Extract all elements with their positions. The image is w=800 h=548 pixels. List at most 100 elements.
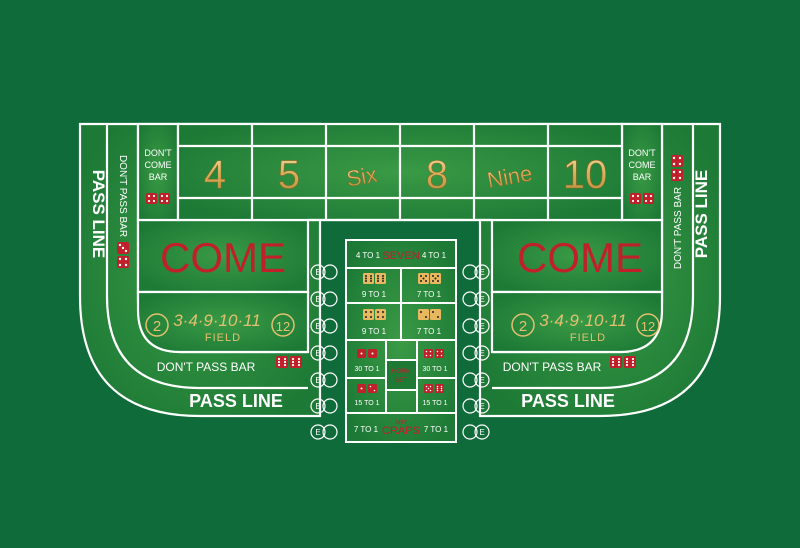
svg-text:9 TO 1: 9 TO 1: [362, 290, 387, 299]
left-dont-pass-bar-dice-icon: [276, 356, 302, 368]
svg-text:12: 12: [276, 319, 290, 334]
seven-bet[interactable]: 4 TO 1 SEVEN 4 TO 1: [356, 250, 447, 262]
ce-bets-left[interactable]: [310, 264, 338, 440]
left-dont-pass-bar-label: DON'T PASS BAR: [157, 360, 256, 374]
svg-text:7 TO 1: 7 TO 1: [424, 425, 449, 434]
any-craps-bet[interactable]: 7 TO 1 ANY CRAPS 7 TO 1: [354, 420, 449, 437]
svg-text:E: E: [315, 322, 320, 331]
hard-4-dice-icon: [418, 309, 441, 320]
left-come-label: COME: [160, 234, 286, 281]
svg-text:4 TO 1: 4 TO 1: [356, 251, 381, 260]
svg-text:COME: COME: [629, 160, 656, 170]
left-dont-come-dice-icon: [146, 193, 170, 204]
field-2-circle-right: [511, 313, 535, 337]
right-pass-line-horizontal: PASS LINE: [521, 391, 615, 411]
left-field-box[interactable]: [136, 290, 310, 354]
svg-text:DON'T: DON'T: [628, 148, 656, 158]
horn-bet-label: HORN: [391, 368, 410, 375]
hard-10-dice-icon: [418, 273, 441, 284]
left-pass-line-horizontal: PASS LINE: [189, 391, 283, 411]
right-dont-pass-bar-vertical: DON'T PASS BAR: [673, 187, 684, 269]
left-dont-pass-dice-icon: [117, 242, 129, 268]
field-12-circle-right: [636, 313, 660, 337]
right-dont-come-bar-label: DON'T COME BAR: [628, 148, 656, 182]
ce-circle-icon[interactable]: [462, 264, 490, 280]
ce-labels-left: E E E E E E E: [315, 268, 320, 437]
svg-text:E: E: [479, 295, 484, 304]
svg-text:ANY: ANY: [395, 420, 407, 426]
svg-text:15 TO 1: 15 TO 1: [354, 400, 379, 407]
right-dont-come-dice-icon: [630, 193, 654, 204]
svg-text:E: E: [479, 402, 484, 411]
ce-circle-icon[interactable]: [310, 264, 338, 280]
svg-text:30 TO 1: 30 TO 1: [354, 366, 379, 373]
svg-text:3·4·9·10·11: 3·4·9·10·11: [539, 311, 627, 330]
svg-text:DON'T: DON'T: [144, 148, 172, 158]
right-pass-line-vertical: PASS LINE: [692, 170, 711, 258]
svg-text:E: E: [315, 295, 320, 304]
svg-text:BAR: BAR: [633, 172, 652, 182]
svg-text:CRAPS: CRAPS: [382, 425, 420, 437]
hard-8-dice-icon: [363, 309, 386, 320]
ce-circle-icon[interactable]: [310, 291, 338, 307]
svg-text:E: E: [315, 428, 320, 437]
ce-circle-icon[interactable]: [462, 345, 490, 361]
svg-text:E: E: [479, 349, 484, 358]
svg-text:E: E: [479, 428, 484, 437]
left-field-text: 2 3·4·9·10·11 12 FIELD: [145, 311, 295, 344]
right-come-box[interactable]: [490, 218, 664, 294]
right-dont-pass-bar-label: DON'T PASS BAR: [503, 360, 602, 374]
svg-text:9 TO 1: 9 TO 1: [362, 327, 387, 336]
place-number-six[interactable]: Six: [344, 161, 379, 192]
svg-text:E: E: [315, 349, 320, 358]
ce-circle-icon[interactable]: [462, 372, 490, 388]
svg-text:BAR: BAR: [149, 172, 168, 182]
ce-circle-icon[interactable]: [462, 424, 490, 440]
svg-text:2: 2: [153, 318, 161, 335]
place-number-10[interactable]: 10: [562, 153, 608, 198]
svg-text:7 TO 1: 7 TO 1: [417, 327, 442, 336]
svg-text:E: E: [479, 376, 484, 385]
svg-text:4 TO 1: 4 TO 1: [422, 251, 447, 260]
svg-text:E: E: [315, 376, 320, 385]
ce-circle-icon[interactable]: [310, 372, 338, 388]
svg-text:COME: COME: [145, 160, 172, 170]
ce-bets-right[interactable]: [462, 264, 490, 440]
svg-text:2: 2: [519, 318, 527, 335]
ce-circle-icon[interactable]: [462, 318, 490, 334]
field-2-circle: [145, 313, 169, 337]
eleven-dice-icon: [424, 384, 444, 393]
svg-text:E: E: [315, 268, 320, 277]
place-number-4[interactable]: 4: [204, 153, 227, 198]
field-12-circle: [271, 313, 295, 337]
hardways-bets[interactable]: 9 TO 1 7 TO 1 9 TO 1 7 TO 1: [362, 273, 442, 336]
horn-bet-label-2: BET: [395, 377, 408, 384]
svg-text:FIELD: FIELD: [570, 332, 606, 344]
svg-text:7 TO 1: 7 TO 1: [417, 290, 442, 299]
ce-circle-icon[interactable]: [310, 398, 338, 414]
right-field-box[interactable]: [490, 290, 664, 354]
aces-dice-icon: [357, 349, 377, 358]
proposition-bets: [345, 239, 457, 443]
svg-text:E: E: [315, 402, 320, 411]
hard-6-dice-icon: [363, 273, 386, 284]
right-field-text: 2 3·4·9·10·11 12 FIELD: [511, 311, 660, 344]
place-number-5[interactable]: 5: [278, 153, 301, 198]
ce-labels-right: E E E E E E E: [479, 268, 484, 437]
ce-circle-icon[interactable]: [310, 318, 338, 334]
ce-circle-icon[interactable]: [462, 398, 490, 414]
three-dice-icon: [357, 384, 377, 393]
ce-circle-icon[interactable]: [310, 424, 338, 440]
right-dont-pass-bar-dice-icon: [610, 356, 636, 368]
right-dont-pass-dice-icon: [671, 155, 683, 181]
ce-circle-icon[interactable]: [310, 345, 338, 361]
horn-bets[interactable]: 30 TO 1 30 TO 1 15 TO 1 15 TO 1 HORN BET: [354, 349, 448, 407]
svg-text:30 TO 1: 30 TO 1: [422, 366, 447, 373]
svg-text:E: E: [479, 322, 484, 331]
svg-text:3·4·9·10·11: 3·4·9·10·11: [173, 311, 261, 330]
place-number-8[interactable]: 8: [426, 153, 449, 198]
ce-circle-icon[interactable]: [462, 291, 490, 307]
left-dont-come-bar-label: DON'T COME BAR: [144, 148, 172, 182]
left-dont-pass-bar-vertical: DON'T PASS BAR: [117, 155, 128, 237]
